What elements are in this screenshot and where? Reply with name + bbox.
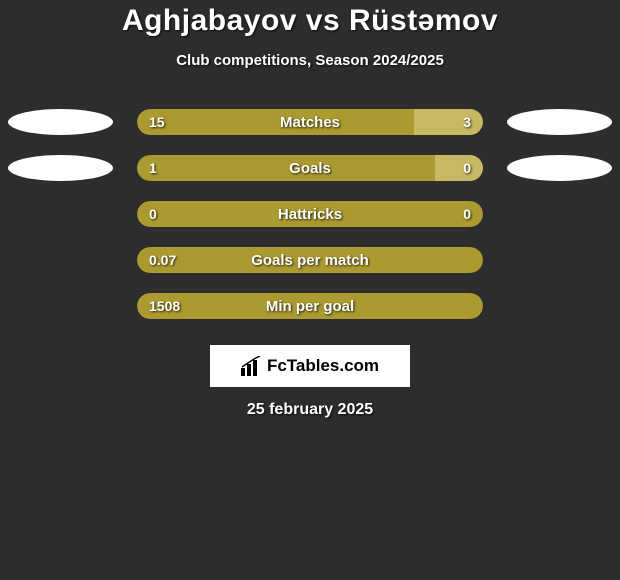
stat-row: Min per goal1508 bbox=[0, 293, 620, 319]
stat-label: Matches bbox=[137, 109, 483, 135]
stat-row: Hattricks0 0 bbox=[0, 201, 620, 227]
stat-bar: Goals1 0 bbox=[137, 155, 483, 181]
logo-text: FcTables.com bbox=[267, 356, 379, 376]
stat-value-left: 1508 bbox=[149, 293, 180, 319]
team-right-marker bbox=[507, 109, 612, 135]
stat-bar: Hattricks0 0 bbox=[137, 201, 483, 227]
comparison-card: Aghjabayov vs Rüstəmov Club competitions… bbox=[0, 0, 620, 419]
team-right-marker bbox=[507, 155, 612, 181]
stat-row: Matches15 3 bbox=[0, 109, 620, 135]
stat-value-right: 0 bbox=[463, 155, 471, 181]
stat-value-right: 3 bbox=[463, 109, 471, 135]
stat-bar: Goals per match0.07 bbox=[137, 247, 483, 273]
stat-value-left: 0.07 bbox=[149, 247, 176, 273]
stat-value-left: 0 bbox=[149, 201, 157, 227]
date-label: 25 february 2025 bbox=[0, 401, 620, 419]
stat-value-left: 1 bbox=[149, 155, 157, 181]
stat-row: Goals1 0 bbox=[0, 155, 620, 181]
stat-label: Hattricks bbox=[137, 201, 483, 227]
stat-label: Goals bbox=[137, 155, 483, 181]
stats-rows: Matches153Goals10Hattricks00Goals per ma… bbox=[0, 109, 620, 319]
logo-box[interactable]: FcTables.com bbox=[210, 345, 410, 387]
team-left-marker bbox=[8, 109, 113, 135]
page-title: Aghjabayov vs Rüstəmov bbox=[0, 4, 620, 38]
stat-bar: Matches15 3 bbox=[137, 109, 483, 135]
stat-bar: Min per goal1508 bbox=[137, 293, 483, 319]
subtitle: Club competitions, Season 2024/2025 bbox=[0, 52, 620, 69]
stat-value-left: 15 bbox=[149, 109, 165, 135]
stat-value-right: 0 bbox=[463, 201, 471, 227]
team-left-marker bbox=[8, 155, 113, 181]
stat-label: Min per goal bbox=[137, 293, 483, 319]
bars-icon bbox=[241, 356, 263, 376]
stat-label: Goals per match bbox=[137, 247, 483, 273]
stat-row: Goals per match0.07 bbox=[0, 247, 620, 273]
